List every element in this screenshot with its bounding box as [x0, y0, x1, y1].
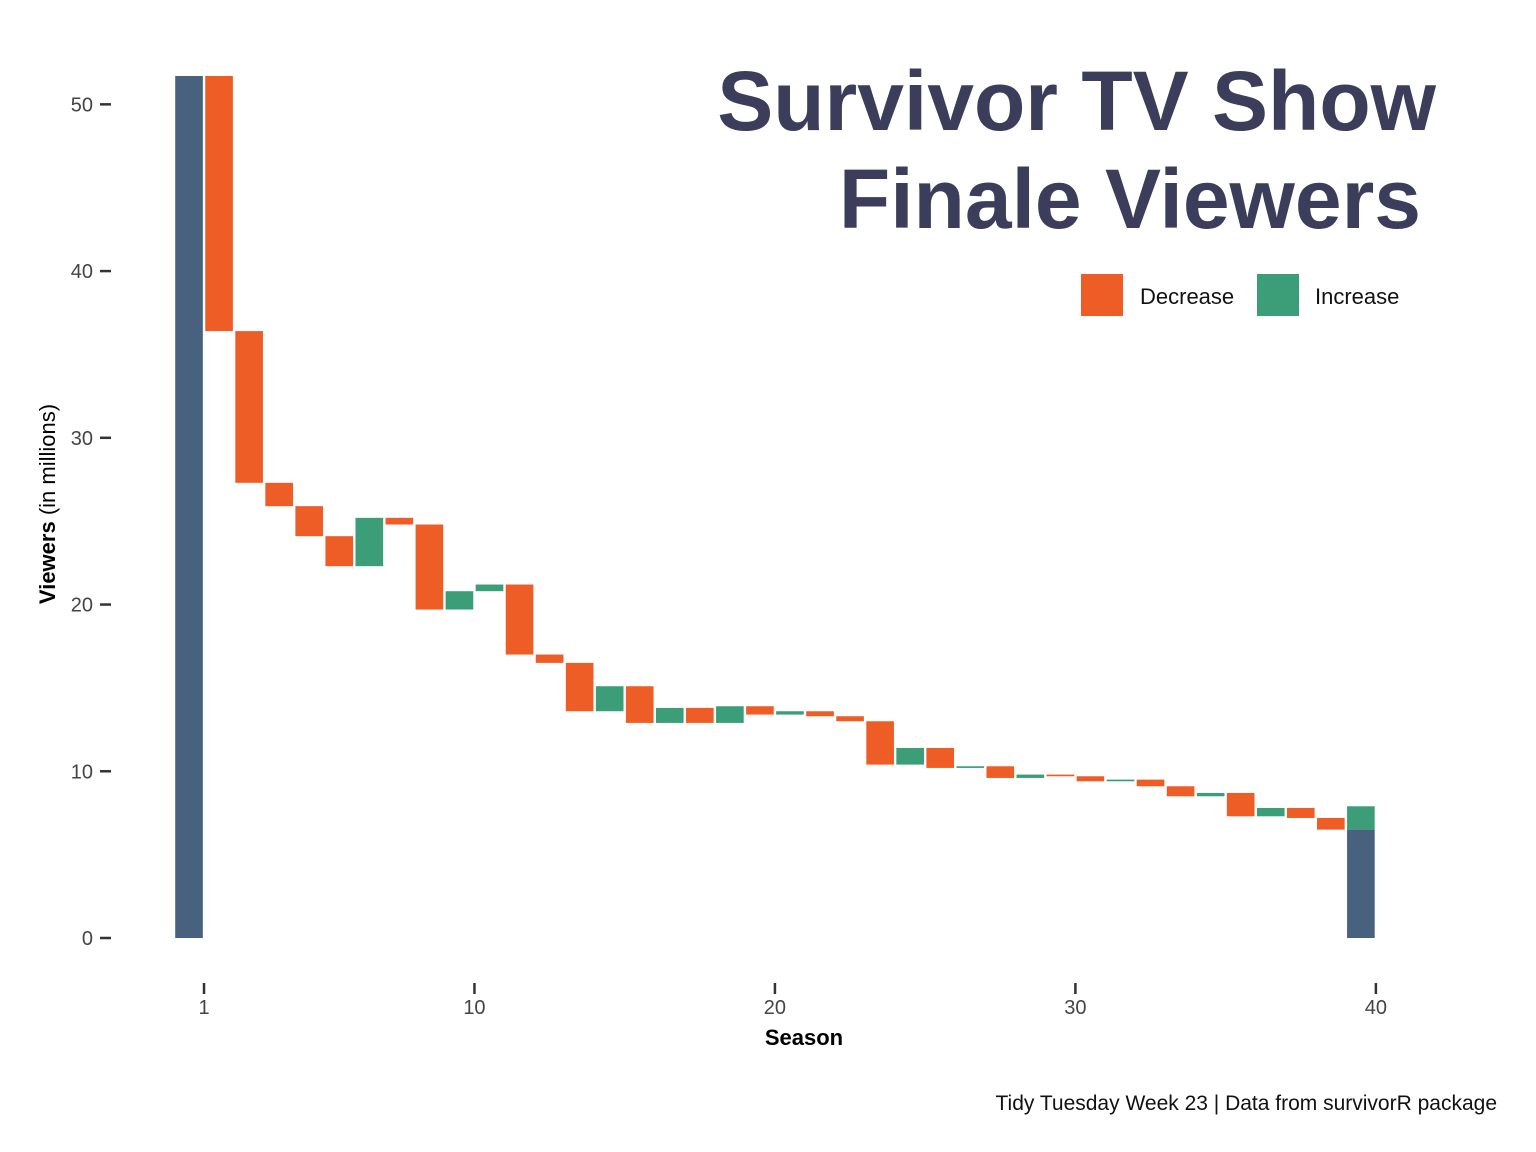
bar-increase-10 — [475, 584, 504, 592]
x-tick-label-20: 20 — [764, 997, 786, 1019]
legend-swatch-increase — [1257, 274, 1299, 316]
bar-decrease-15 — [625, 686, 654, 723]
bar-decrease-5 — [325, 536, 354, 567]
bar-decrease-11 — [505, 584, 534, 655]
bar-decrease-7 — [385, 517, 414, 525]
bar-increase-9 — [445, 591, 474, 610]
bar-decrease-3 — [265, 482, 293, 507]
caption: Tidy Tuesday Week 23 | Data from survivo… — [996, 1092, 1498, 1115]
y-axis: 0 10 20 30 40 50 — [71, 94, 111, 950]
bar-decrease-12 — [535, 654, 564, 663]
y-tick-label-40: 40 — [71, 261, 93, 283]
y-axis-title-bold: Viewers — [35, 521, 60, 604]
bar-increase-39 — [1347, 806, 1375, 830]
bar-increase-18 — [716, 706, 744, 723]
bar-increase-6 — [355, 517, 384, 567]
bar-increase-36 — [1256, 807, 1285, 817]
x-tick-label-1: 1 — [198, 997, 209, 1019]
bar-decrease-33 — [1166, 786, 1195, 797]
y-tick-label-10: 10 — [71, 761, 93, 783]
legend: Decrease Increase — [1081, 274, 1399, 316]
bar-decrease-8 — [415, 524, 444, 610]
legend-swatch-decrease — [1081, 274, 1123, 316]
x-tick-label-10: 10 — [463, 997, 485, 1019]
bar-decrease-38 — [1317, 817, 1345, 830]
y-tick-label-0: 0 — [82, 928, 93, 950]
bar-increase-14 — [595, 686, 624, 712]
bar-decrease-23 — [866, 721, 894, 765]
bar-decrease-17 — [686, 707, 714, 723]
bar-decrease-2 — [235, 331, 263, 483]
x-tick-label-30: 30 — [1064, 997, 1086, 1019]
bar-decrease-1 — [205, 76, 233, 332]
bar-increase-24 — [896, 747, 924, 765]
bars-layer — [175, 76, 1375, 939]
bar-total-0 — [175, 76, 203, 938]
y-tick-label-50: 50 — [71, 94, 93, 116]
bar-decrease-27 — [986, 766, 1015, 778]
bar-decrease-32 — [1136, 779, 1165, 787]
y-axis-title-rest: (in millions) — [35, 404, 60, 521]
x-tick-label-40: 40 — [1365, 997, 1387, 1019]
bar-increase-31 — [1106, 779, 1135, 782]
bar-decrease-25 — [926, 747, 955, 768]
bar-decrease-37 — [1286, 807, 1315, 818]
bar-increase-34 — [1196, 792, 1225, 797]
x-axis-title: Season — [765, 1025, 843, 1050]
bar-decrease-35 — [1226, 792, 1255, 817]
bar-decrease-19 — [746, 706, 774, 715]
legend-label-increase: Increase — [1315, 284, 1399, 309]
bar-decrease-29 — [1046, 774, 1075, 777]
y-axis-title: Viewers (in millions) — [35, 404, 60, 604]
bar-increase-20 — [776, 711, 804, 715]
chart-title-line-2: Finale Viewers — [839, 152, 1421, 246]
bar-decrease-13 — [565, 662, 594, 712]
bar-decrease-22 — [836, 716, 864, 722]
bar-decrease-21 — [806, 711, 834, 717]
x-axis: 1 10 20 30 40 — [198, 983, 1387, 1019]
bar-increase-16 — [655, 707, 684, 723]
chart-title-line-1: Survivor TV Show — [717, 54, 1436, 148]
legend-label-decrease: Decrease — [1140, 284, 1234, 309]
y-tick-label-20: 20 — [71, 595, 93, 617]
bar-increase-26 — [956, 766, 985, 768]
bar-decrease-30 — [1076, 776, 1105, 782]
y-tick-label-30: 30 — [71, 428, 93, 450]
bar-decrease-4 — [295, 506, 324, 537]
bar-total-40 — [1347, 829, 1375, 939]
bar-increase-28 — [1016, 774, 1045, 778]
